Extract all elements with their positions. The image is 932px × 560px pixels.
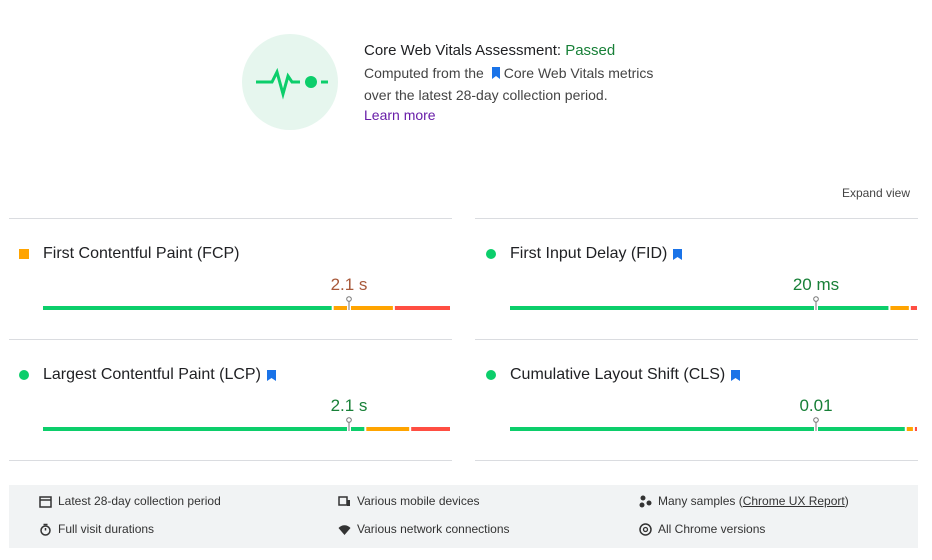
devices-icon xyxy=(338,495,350,506)
distribution-segment xyxy=(333,306,393,310)
text: Various network connections xyxy=(357,522,510,536)
learn-more-link[interactable]: Learn more xyxy=(364,107,436,123)
divider xyxy=(475,218,918,219)
distribution-segment xyxy=(411,427,450,431)
distribution-segment xyxy=(914,427,917,431)
distribution-segment xyxy=(366,427,410,431)
description-line: over the latest 28-day collection period… xyxy=(364,87,608,103)
expand-view-button[interactable]: Expand view xyxy=(841,186,910,200)
status-icon xyxy=(19,370,29,380)
footer-item: Various mobile devices xyxy=(338,494,480,508)
text: First Contentful Paint (FCP) xyxy=(43,245,240,262)
calendar-icon xyxy=(39,495,52,508)
distribution-segment xyxy=(910,306,917,310)
link[interactable]: Chrome UX Report xyxy=(742,494,845,508)
status-icon xyxy=(19,249,29,259)
bookmark-icon xyxy=(731,369,741,381)
text: Computed from the xyxy=(364,65,484,81)
description-line: Computed from the Core Web Vitals metric… xyxy=(364,65,653,81)
divider xyxy=(475,460,918,461)
distribution-segment xyxy=(394,306,450,310)
text: Cumulative Layout Shift (CLS) xyxy=(510,366,726,383)
chrome-icon xyxy=(639,522,652,536)
status-icon xyxy=(486,249,496,259)
metric-name: Largest Contentful Paint (LCP) xyxy=(43,366,276,384)
network-icon xyxy=(338,524,351,535)
shape xyxy=(673,248,683,260)
distribution-segment xyxy=(43,427,365,431)
marker-dot xyxy=(813,417,819,423)
status: Passed xyxy=(565,42,616,59)
footer-item: Full visit durations xyxy=(39,522,154,536)
marker-dot xyxy=(346,296,352,302)
footer-item: All Chrome versions xyxy=(639,522,765,536)
divider xyxy=(475,339,918,340)
divider xyxy=(9,339,452,340)
assessment-icon xyxy=(242,34,338,130)
metric-name: First Input Delay (FID) xyxy=(510,245,683,263)
metric-name: Cumulative Layout Shift (CLS) xyxy=(510,366,741,384)
metric-value: 20 ms xyxy=(792,275,840,294)
text: Many samples (Chrome UX Report) xyxy=(658,494,849,508)
text: Many samples ( xyxy=(658,494,743,508)
text: Full visit durations xyxy=(58,522,155,536)
shape xyxy=(266,369,276,381)
link-text[interactable]: Core Web Vitals metrics xyxy=(503,65,654,81)
metric-value: 2.1 s xyxy=(330,275,368,294)
distribution-segment xyxy=(890,306,909,310)
text: Largest Contentful Paint (LCP) xyxy=(43,366,261,383)
metric-name: First Contentful Paint (FCP) xyxy=(43,245,240,263)
footer-item: Various network connections xyxy=(338,522,510,536)
distribution-bar xyxy=(43,417,450,432)
samples-icon xyxy=(639,495,652,507)
bookmark-icon xyxy=(673,248,683,260)
bookmark-icon xyxy=(266,369,276,381)
assessment-title: Core Web Vitals Assessment: Passed xyxy=(364,42,615,59)
marker-dot xyxy=(346,417,352,423)
title: Core Web Vitals Assessment: xyxy=(364,42,562,59)
status-icon xyxy=(486,370,496,380)
divider xyxy=(9,218,452,219)
divider xyxy=(9,460,452,461)
text: First Input Delay (FID) xyxy=(510,245,668,262)
distribution-segment xyxy=(510,306,889,310)
metric-value: 2.1 s xyxy=(330,396,368,415)
text: Various mobile devices xyxy=(357,494,480,508)
footer-item: Many samples (Chrome UX Report) xyxy=(639,494,849,508)
text: Latest 28-day collection period xyxy=(58,494,221,508)
metric-value: 0.01 xyxy=(799,396,833,415)
distribution-bar xyxy=(510,296,917,311)
distribution-segment xyxy=(510,427,905,431)
text: All Chrome versions xyxy=(658,522,766,536)
footer-item: Latest 28-day collection period xyxy=(39,494,221,508)
distribution-bar xyxy=(510,417,917,432)
distribution-bar xyxy=(43,296,450,311)
timer-icon xyxy=(40,523,51,536)
marker-dot xyxy=(813,296,819,302)
text: ) xyxy=(844,494,849,508)
shape xyxy=(731,369,741,381)
distribution-segment xyxy=(906,427,913,431)
distribution-segment xyxy=(43,306,332,310)
bookmark-icon xyxy=(491,67,500,79)
footer: Latest 28-day collection period Various … xyxy=(9,485,918,548)
